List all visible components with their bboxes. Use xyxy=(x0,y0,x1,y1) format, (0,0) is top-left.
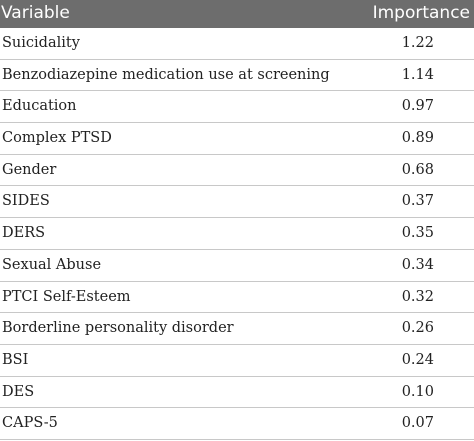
importance-cell: 0.68 xyxy=(401,161,434,178)
variable-cell: Gender xyxy=(2,161,57,178)
column-header-importance: Importance xyxy=(372,3,470,23)
variable-cell: Suicidality xyxy=(2,35,80,51)
importance-cell: 0.89 xyxy=(401,130,434,147)
importance-cell: 0.97 xyxy=(401,98,434,115)
importance-cell: 0.26 xyxy=(401,320,434,337)
importance-cell: 0.10 xyxy=(401,383,434,400)
variable-cell: SIDES xyxy=(2,193,50,210)
table-row: CAPS-5 0.07 xyxy=(0,408,474,440)
table-row: Borderline personality disorder 0.26 xyxy=(0,313,474,345)
variable-cell: PTCI Self-Esteem xyxy=(2,288,131,305)
variable-cell: DERS xyxy=(2,225,46,242)
table-row: DERS 0.35 xyxy=(0,218,474,250)
importance-cell: 0.37 xyxy=(401,193,434,210)
importance-cell: 1.14 xyxy=(401,66,434,83)
table-row: Complex PTSD 0.89 xyxy=(0,123,474,155)
table-header: Variable Importance xyxy=(0,0,474,28)
importance-cell: 0.34 xyxy=(401,256,434,273)
variable-cell: BSI xyxy=(2,351,29,368)
variable-cell: Education xyxy=(2,98,77,115)
table-row: Sexual Abuse 0.34 xyxy=(0,250,474,282)
variable-cell: CAPS-5 xyxy=(2,415,58,432)
table-row: SIDES 0.37 xyxy=(0,186,474,219)
table-row: DES 0.10 xyxy=(0,377,474,409)
column-header-variable: Variable xyxy=(1,3,70,23)
importance-cell: 0.32 xyxy=(401,288,434,305)
importance-cell: 1.22 xyxy=(401,35,434,51)
variable-cell: DES xyxy=(2,383,35,400)
table-row: Benzodiazepine medication use at screeni… xyxy=(0,60,474,92)
variable-cell: Complex PTSD xyxy=(2,130,112,147)
variable-cell: Sexual Abuse xyxy=(2,256,102,273)
variable-cell: Benzodiazepine medication use at screeni… xyxy=(2,66,330,83)
table-row: PTCI Self-Esteem 0.32 xyxy=(0,282,474,314)
table-row: Gender 0.68 xyxy=(0,155,474,187)
table-row: Suicidality 1.22 xyxy=(0,28,474,60)
importance-cell: 0.07 xyxy=(401,415,434,432)
importance-cell: 0.35 xyxy=(401,225,434,242)
table-row: Education 0.97 xyxy=(0,91,474,124)
importance-cell: 0.24 xyxy=(401,351,434,368)
table-row: BSI 0.24 xyxy=(0,345,474,377)
variable-cell: Borderline personality disorder xyxy=(2,320,234,337)
